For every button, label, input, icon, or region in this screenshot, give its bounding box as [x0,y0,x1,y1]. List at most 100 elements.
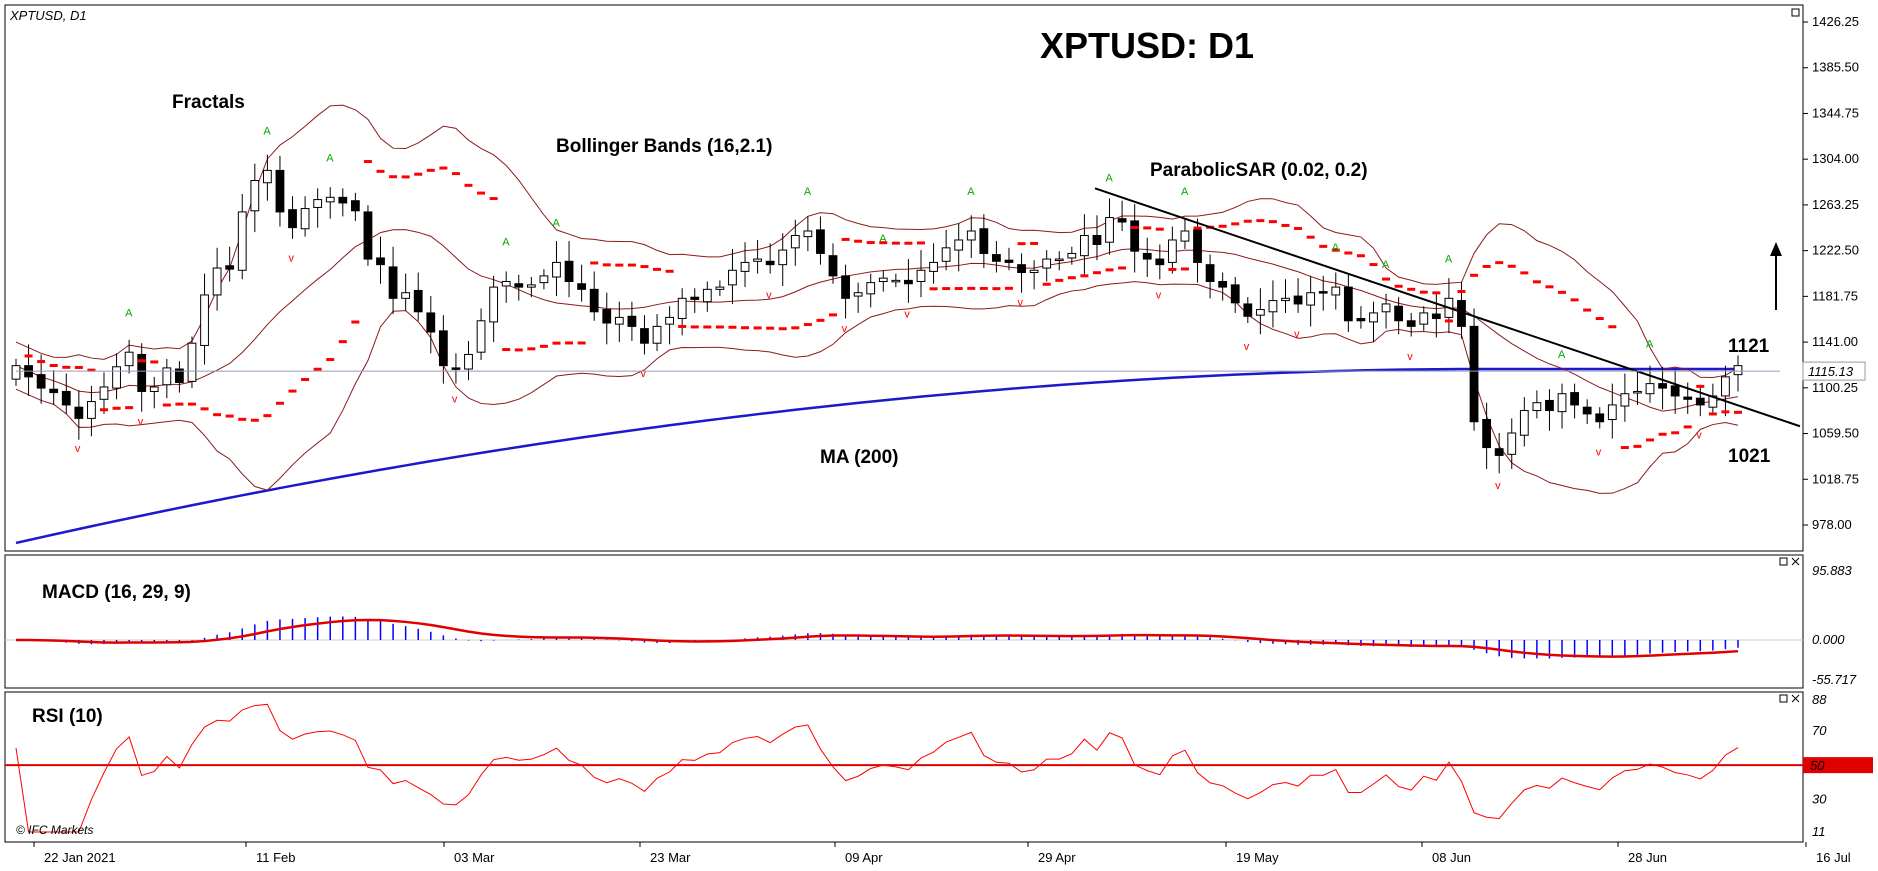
candle-body [614,316,624,325]
candle-body [966,230,976,241]
fractal-up-icon: A [1332,242,1340,254]
candle-body [1633,390,1642,394]
candle-body [878,277,888,282]
candle-body [1318,291,1328,294]
candle-body [350,200,360,212]
candle-body [464,353,473,370]
candle-body [1419,312,1429,325]
candle-body [313,199,323,208]
fractal-down-icon: v [1244,341,1250,353]
fractal-down-icon: v [289,252,295,264]
candle-body [1230,284,1240,304]
fractal-up-icon: A [1558,349,1566,361]
parabolic-label: ParabolicSAR (0.02, 0.2) [1150,160,1368,181]
candle-body [1054,258,1064,262]
candle-body [388,266,398,299]
candle-body [451,367,461,370]
price-tick-label: 1181.75 [1812,288,1858,303]
price-tick-label: 1385.50 [1812,60,1859,75]
candle-body [1683,396,1693,400]
candle-body [1079,234,1089,257]
macd-panel-close-icon[interactable] [1791,557,1800,566]
candle-body [1017,264,1026,274]
price-panel-maximize-icon[interactable] [1791,8,1800,17]
fractal-up-icon: A [326,152,334,164]
candle-body [1306,292,1316,306]
macd-tick-label: 0.000 [1812,632,1845,647]
candle-body [891,279,901,283]
fractal-down-icon: v [1696,430,1702,442]
fractal-down-icon: v [138,416,144,428]
candle-body [124,351,134,367]
candle-body [790,234,800,249]
candle-body [1193,229,1202,263]
candle-body [539,275,549,284]
date-tick-label: 16 Jul [1816,850,1851,865]
candle-body [1545,399,1554,412]
price-tick-label: 1426.25 [1812,14,1859,29]
candle-body [149,386,159,392]
rsi-tick-label: 11 [1812,824,1826,839]
fractals-label: Fractals [172,92,245,113]
fractal-down-icon: v [1294,329,1300,341]
candle-body [476,320,486,353]
fractal-down-icon: v [1407,351,1413,363]
ma-label: MA (200) [820,447,898,468]
candle-body [1507,432,1517,455]
fractal-down-icon: v [1156,289,1162,301]
candle-body [99,386,109,400]
rsi-label: RSI (10) [32,706,103,727]
candle-body [1331,286,1341,296]
candle-body [866,282,876,295]
fractal-up-icon: A [125,307,133,319]
candle-body [501,280,511,287]
fractal-up-icon: A [1646,339,1654,351]
candle-body [665,316,675,325]
date-tick-label: 23 Mar [650,850,691,865]
candle-body [112,366,121,389]
candle-body [577,283,587,290]
candle-body [200,294,209,346]
candle-body [426,312,436,333]
rsi-panel-close-icon[interactable] [1791,694,1800,703]
candle-body [1167,239,1177,263]
candle-body [853,292,863,297]
fractal-up-icon: A [1445,253,1453,265]
candle-body [187,342,197,382]
candle-body [954,239,964,251]
rsi-level-box [1803,757,1873,774]
price-tick-label: 1263.25 [1812,197,1859,212]
rsi-panel-maximize-icon[interactable] [1779,694,1788,703]
candle-body [1733,365,1743,376]
candle-body [602,309,612,324]
rsi-line [15,703,1739,833]
candle-body [740,261,750,272]
candle-body [929,261,938,272]
macd-panel [4,554,1804,689]
candle-body [212,267,222,296]
candle-body [1620,393,1630,407]
candle-body [363,211,373,260]
candle-body [87,401,96,419]
fractal-down-icon: v [842,323,848,335]
candle-body [778,249,788,266]
candle-body [828,255,838,277]
price-tick-label: 1304.00 [1812,151,1859,166]
candle-body [137,353,147,392]
fractal-up-icon: A [1106,173,1114,185]
candle-body [1557,393,1567,413]
candle-body [1117,218,1127,223]
fractal-up-icon: A [967,186,975,198]
macd-panel-maximize-icon[interactable] [1779,557,1788,566]
candle-body [1293,295,1303,305]
price-tick-label: 1141.00 [1812,334,1858,349]
candle-body [61,390,71,406]
date-tick-label: 11 Feb [256,850,296,865]
fractal-up-icon: A [552,218,560,230]
date-tick-label: 22 Jan 2021 [44,850,116,865]
rsi-tick-label: 70 [1812,723,1827,738]
candle-body [1004,259,1014,263]
date-tick-label: 09 Apr [845,850,883,865]
candle-body [992,254,1001,262]
candle-body [702,288,712,303]
